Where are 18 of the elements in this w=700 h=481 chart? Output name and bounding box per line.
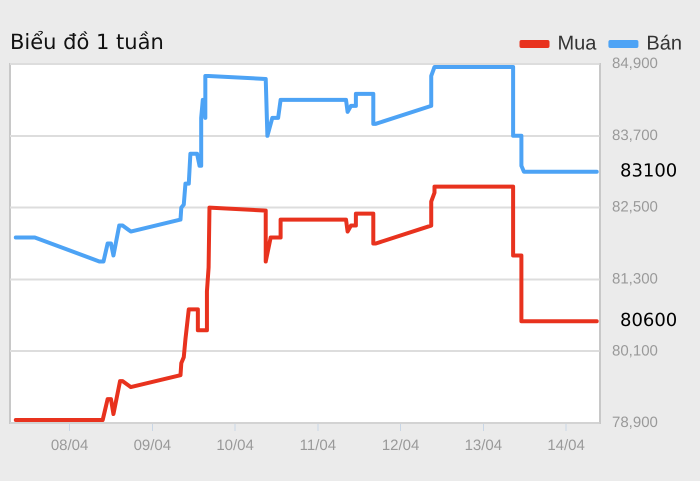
chart-title: Biểu đồ 1 tuần (10, 30, 164, 54)
x-tick-label: 14/04 (547, 437, 585, 454)
x-tick-label: 11/04 (300, 437, 336, 454)
x-tick-label: 12/04 (382, 437, 420, 454)
y-tick-label: 78,900 (612, 414, 658, 432)
x-tick-label: 10/04 (216, 437, 254, 454)
y-tick-label: 81,300 (612, 270, 658, 288)
data-label: 83100 (620, 160, 678, 182)
x-tick-label: 13/04 (464, 437, 502, 454)
y-tick-label: 83,700 (612, 126, 658, 144)
legend-label: Bán (646, 32, 682, 55)
x-tick-label: 09/04 (134, 437, 172, 454)
x-tick-label: 08/04 (50, 437, 88, 454)
y-tick-label: 82,500 (612, 198, 658, 216)
legend-label: Mua (558, 32, 598, 55)
y-tick-label: 80,100 (612, 342, 658, 360)
y-tick-label: 84,900 (612, 55, 658, 72)
data-label: 80600 (620, 310, 678, 331)
